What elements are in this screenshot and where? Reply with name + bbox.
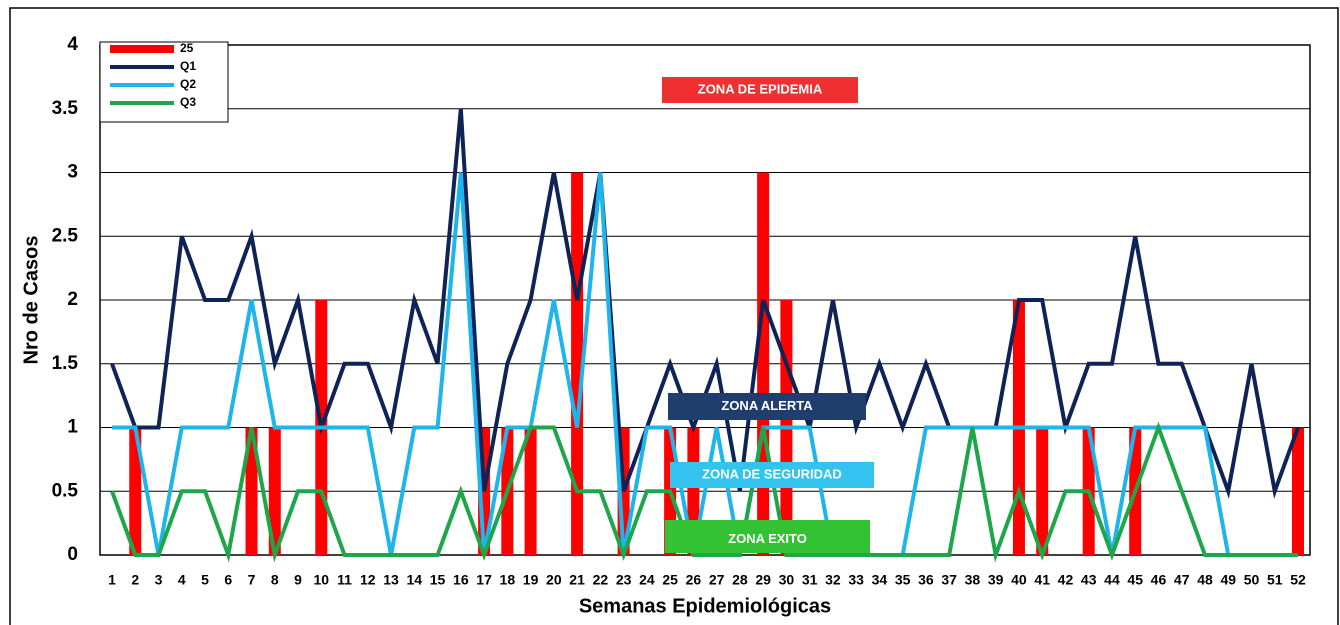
x-tick-label: 35 xyxy=(895,572,911,588)
x-tick-label: 6 xyxy=(224,572,232,588)
x-axis-label: Semanas Epidemiológicas xyxy=(579,595,831,617)
x-tick-label: 34 xyxy=(872,572,888,588)
x-tick-label: 45 xyxy=(1127,572,1143,588)
x-tick-label: 10 xyxy=(314,572,330,588)
annotation-box xyxy=(670,462,874,488)
x-tick-label: 15 xyxy=(430,572,446,588)
legend-label: Q2 xyxy=(180,77,196,91)
x-tick-label: 24 xyxy=(639,572,655,588)
x-tick-label: 11 xyxy=(337,572,352,588)
x-tick-label: 44 xyxy=(1104,572,1120,588)
annotation-box xyxy=(668,393,866,420)
x-tick-label: 25 xyxy=(662,572,678,588)
x-tick-label: 27 xyxy=(709,572,725,588)
line xyxy=(112,172,1298,557)
y-tick-label: 2.5 xyxy=(52,225,79,246)
y-tick-label: 1 xyxy=(67,417,78,438)
bar xyxy=(245,427,258,555)
x-tick-label: 4 xyxy=(178,572,186,588)
x-tick-label: 13 xyxy=(383,572,399,588)
x-tick-label: 49 xyxy=(1220,572,1236,588)
x-tick-label: 47 xyxy=(1174,572,1190,588)
x-tick-label: 22 xyxy=(593,572,609,588)
legend-label: Q1 xyxy=(180,59,196,73)
x-tick-label: 1 xyxy=(108,572,116,588)
x-tick-label: 51 xyxy=(1267,572,1283,588)
x-tick-label: 16 xyxy=(453,572,469,588)
x-tick-label: 32 xyxy=(825,572,841,588)
x-tick-label: 2 xyxy=(131,572,139,588)
x-tick-label: 40 xyxy=(1011,572,1027,588)
x-tick-label: 52 xyxy=(1290,572,1306,588)
x-tick-label: 30 xyxy=(779,572,795,588)
x-tick-label: 8 xyxy=(271,572,279,588)
x-tick-label: 29 xyxy=(755,572,771,588)
annotation-box xyxy=(665,520,870,553)
y-tick-label: 0 xyxy=(67,544,78,565)
x-tick-label: 46 xyxy=(1151,572,1167,588)
x-tick-label: 39 xyxy=(988,572,1004,588)
y-tick-label: 0.5 xyxy=(52,480,79,501)
x-tick-label: 9 xyxy=(294,572,302,588)
bar xyxy=(757,172,770,555)
x-tick-label: 3 xyxy=(155,572,163,588)
x-tick-label: 21 xyxy=(569,572,585,588)
x-tick-label: 42 xyxy=(1058,572,1074,588)
x-tick-label: 5 xyxy=(201,572,209,588)
y-tick-label: 2 xyxy=(67,289,78,310)
y-tick-label: 4 xyxy=(67,34,78,55)
x-tick-label: 19 xyxy=(523,572,539,588)
x-tick-label: 31 xyxy=(802,572,818,588)
x-tick-label: 26 xyxy=(686,572,702,588)
legend-box xyxy=(99,41,229,123)
bar xyxy=(1292,427,1304,555)
x-tick-label: 37 xyxy=(941,572,957,588)
annotation-text: ZONA ALERTA xyxy=(721,398,813,413)
x-tick-label: 7 xyxy=(248,572,256,588)
x-tick-label: 43 xyxy=(1081,572,1097,588)
x-tick-label: 36 xyxy=(918,572,934,588)
chart-frame xyxy=(9,7,1339,625)
annotation-text: ZONA DE EPIDEMIA xyxy=(698,81,823,96)
y-tick-label: 3.5 xyxy=(52,98,79,119)
annotation-box xyxy=(662,77,858,103)
y-axis-label: Nro de Casos xyxy=(20,236,42,365)
bar xyxy=(524,427,537,555)
bar xyxy=(1036,427,1049,555)
annotation-text: ZONA DE SEGURIDAD xyxy=(702,466,842,481)
bar xyxy=(268,427,281,555)
y-tick-label: 3 xyxy=(67,162,78,183)
x-tick-label: 38 xyxy=(965,572,981,588)
legend-label: Q3 xyxy=(180,95,196,109)
x-tick-label: 50 xyxy=(1244,572,1260,588)
bar xyxy=(571,172,584,555)
legend-label: 25 xyxy=(180,41,194,55)
x-tick-label: 23 xyxy=(616,572,632,588)
bar xyxy=(129,427,142,555)
x-tick-label: 18 xyxy=(500,572,516,588)
x-tick-label: 14 xyxy=(407,572,423,588)
x-tick-label: 17 xyxy=(476,572,492,588)
x-tick-label: 48 xyxy=(1197,572,1213,588)
x-tick-label: 28 xyxy=(732,572,748,588)
legend-swatch xyxy=(110,45,174,53)
line xyxy=(110,421,1298,563)
x-tick-label: 41 xyxy=(1034,572,1050,588)
y-tick-label: 1.5 xyxy=(52,353,79,374)
annotation-text: ZONA EXITO xyxy=(728,531,807,546)
x-tick-label: 33 xyxy=(848,572,864,588)
x-tick-label: 20 xyxy=(546,572,562,588)
x-tick-label: 12 xyxy=(360,572,376,588)
